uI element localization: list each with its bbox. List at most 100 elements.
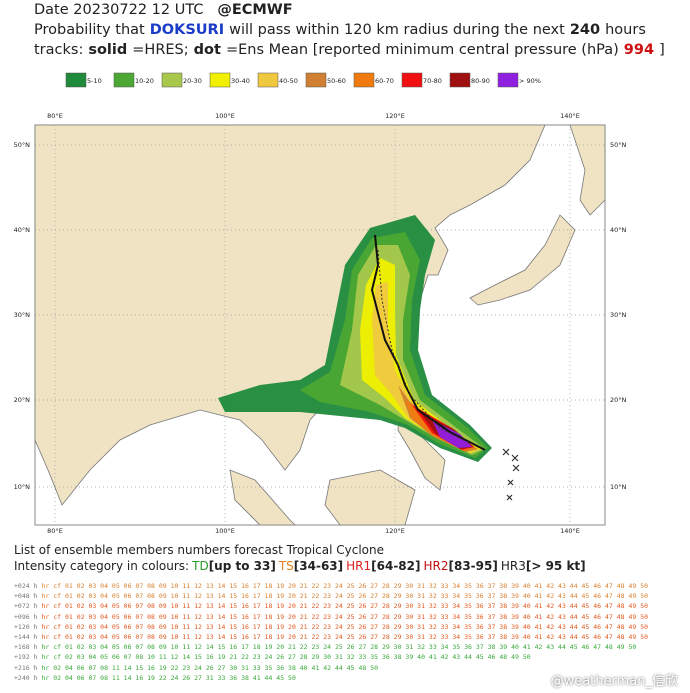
row-members: hr cf 01 02 03 04 05 06 07 08 09 10 11 1…	[41, 643, 637, 652]
ensemble-row: +096 h hr cf 01 02 03 04 05 06 07 08 09 1…	[14, 613, 648, 621]
lon-label: 100°E	[215, 527, 235, 535]
legend-label: 70-80	[423, 77, 442, 85]
ensemble-row: +072 h hr cf 01 02 03 04 05 06 07 08 09 1…	[14, 602, 648, 610]
header-line2: Probability that DOKSURI will pass within …	[34, 22, 651, 38]
legend-swatch	[65, 72, 87, 88]
ensemble-markers	[502, 448, 520, 501]
header-segment: 240	[569, 22, 601, 38]
intensity-segment: HR1	[346, 559, 372, 573]
header-segment: =Ens Mean [reported minimum central pres…	[225, 42, 619, 58]
header-segment: =HRES;	[132, 42, 189, 58]
lon-label: 100°E	[215, 112, 235, 120]
legend-label: 5-10	[87, 77, 102, 85]
legend-label: > 90%	[519, 77, 541, 85]
intensity-segment: Intensity category in colours:	[14, 559, 190, 573]
row-label: +072 h	[14, 602, 38, 611]
legend-swatch	[305, 72, 327, 88]
legend-swatch	[497, 72, 519, 88]
lat-label: 40°N	[14, 226, 31, 234]
legend-swatch	[449, 72, 471, 88]
ensemble-row: +192 h hr cf 02 03 04 05 06 07 08 10 11 1…	[14, 653, 531, 661]
lat-label: 50°N	[14, 141, 31, 149]
swath-band	[360, 258, 482, 453]
header-segment: tracks:	[34, 42, 84, 58]
lat-label: 10°N	[14, 483, 31, 491]
row-label: +024 h	[14, 582, 38, 590]
row-members: hr cf 01 02 03 04 05 06 07 08 09 10 11 1…	[41, 622, 649, 631]
intensity-segment: [> 95 kt]	[525, 559, 586, 573]
header-segment: Probability that	[34, 22, 145, 38]
header-segment: hours	[605, 22, 646, 38]
lat-label: 10°N	[610, 483, 627, 491]
legend-label: 80-90	[471, 77, 490, 85]
lon-label: 140°E	[560, 527, 580, 535]
header-line3: tracks: solid =HRES; dot =Ens Mean [reported…	[34, 42, 670, 58]
ensemble-row: +216 h hr 02 04 06 07 08 11 14 15 16 19 2…	[14, 664, 378, 672]
legend-label: 50-60	[327, 77, 346, 85]
ensemble-row: +024 h hr cf 01 02 03 04 05 06 07 08 09 1…	[14, 582, 648, 590]
row-label: +120 h	[14, 622, 38, 631]
lon-label: 80°E	[47, 112, 63, 120]
legend-swatch	[209, 72, 231, 88]
header-segment: will pass within 120 km radius during th…	[229, 22, 565, 38]
legend-label: 40-50	[279, 77, 298, 85]
source: @ECMWF	[217, 2, 293, 18]
row-label: +240 h	[14, 673, 38, 682]
legend-label: 20-30	[183, 77, 202, 85]
row-members: hr cf 01 02 03 04 05 06 07 08 09 10 11 1…	[41, 592, 649, 601]
ensemble-row: +048 h hr cf 01 02 03 04 05 06 07 08 09 1…	[14, 592, 648, 600]
intensity-segment: HR2	[423, 559, 449, 573]
legend-swatch	[401, 72, 423, 88]
row-label: +144 h	[14, 633, 38, 641]
ensemble-row: +120 h hr cf 01 02 03 04 05 06 07 08 09 1…	[14, 623, 648, 631]
intensity-segment: [64-82]	[371, 559, 421, 573]
intensity-segment: [up to 33]	[208, 559, 276, 573]
row-members: hr cf 01 02 03 04 05 06 07 08 09 10 11 1…	[41, 633, 649, 641]
lon-label: 80°E	[47, 527, 63, 535]
header-segment: DOKSURI	[149, 22, 225, 38]
intensity-segment: TD	[192, 559, 209, 573]
date: Date 20230722 12 UTC	[34, 2, 204, 18]
row-label: +192 h	[14, 653, 38, 662]
lat-label: 20°N	[610, 396, 627, 404]
ens-mean-track	[377, 249, 481, 449]
intensity-segment: [83-95]	[448, 559, 498, 573]
row-members: hr 02 04 06 07 08 11 14 16 19 22 24 26 2…	[41, 673, 296, 682]
intensity-segment: HR3	[500, 559, 526, 573]
row-members: hr cf 01 02 03 04 05 06 07 08 09 10 11 1…	[41, 582, 649, 590]
lon-label: 120°E	[385, 112, 405, 120]
row-members: hr cf 01 02 03 04 05 06 07 08 09 10 11 1…	[41, 612, 649, 621]
header-segment: ]	[659, 42, 665, 58]
row-label: +216 h	[14, 663, 38, 672]
row-members: hr cf 02 03 04 05 06 07 08 10 11 12 14 1…	[41, 653, 531, 662]
legend-label: 10-20	[135, 77, 154, 85]
row-members: hr cf 01 02 03 04 05 06 07 08 09 10 11 1…	[41, 602, 649, 611]
ensemble-row: +144 h hr cf 01 02 03 04 05 06 07 08 09 1…	[14, 633, 648, 641]
lat-label: 30°N	[610, 311, 627, 319]
legend-swatch	[257, 72, 279, 88]
legend-swatch	[161, 72, 183, 88]
row-label: +168 h	[14, 643, 38, 652]
ensemble-row: +168 h hr cf 01 02 03 04 05 06 07 08 09 1…	[14, 643, 636, 651]
footer-title: List of ensemble members numbers forecas…	[14, 543, 385, 557]
watermark: @weatherman_信欣	[550, 674, 678, 689]
lon-label: 120°E	[385, 527, 405, 535]
lat-label: 40°N	[610, 226, 627, 234]
legend-label: 60-70	[375, 77, 394, 85]
legend-swatch	[113, 72, 135, 88]
header-segment: dot	[193, 42, 221, 58]
header-segment: 994	[623, 42, 655, 58]
legend-swatch	[353, 72, 375, 88]
row-members: hr 02 04 06 07 08 11 14 15 16 19 22 23 2…	[41, 663, 379, 672]
ensemble-row: +240 h hr 02 04 06 07 08 11 14 16 19 22 2…	[14, 674, 296, 682]
intensity-segment: [34-63]	[293, 559, 344, 573]
legend-label: 30-40	[231, 77, 250, 85]
lat-label: 50°N	[610, 141, 627, 149]
lat-label: 30°N	[14, 311, 31, 319]
row-label: +048 h	[14, 592, 38, 601]
header-segment: solid	[88, 42, 128, 58]
lat-label: 20°N	[14, 396, 31, 404]
intensity-line: Intensity category in colours: TD[up to 3…	[14, 559, 589, 573]
intensity-segment: TS	[278, 559, 294, 573]
